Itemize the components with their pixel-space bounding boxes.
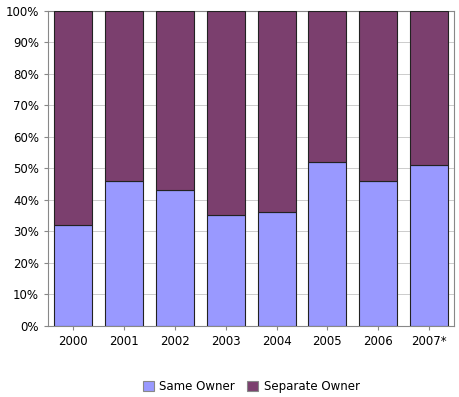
Bar bbox=[105, 181, 143, 326]
Bar bbox=[257, 11, 295, 212]
Bar bbox=[409, 11, 447, 165]
Bar bbox=[409, 165, 447, 326]
Bar bbox=[206, 215, 244, 326]
Bar bbox=[358, 11, 397, 181]
Bar bbox=[105, 11, 143, 181]
Bar bbox=[308, 11, 346, 162]
Bar bbox=[54, 225, 92, 326]
Bar bbox=[54, 11, 92, 225]
Bar bbox=[308, 162, 346, 326]
Bar bbox=[156, 11, 194, 190]
Bar bbox=[358, 181, 397, 326]
Bar bbox=[156, 190, 194, 326]
Bar bbox=[206, 11, 244, 215]
Legend: Same Owner, Separate Owner: Same Owner, Separate Owner bbox=[138, 376, 364, 397]
Bar bbox=[257, 212, 295, 326]
